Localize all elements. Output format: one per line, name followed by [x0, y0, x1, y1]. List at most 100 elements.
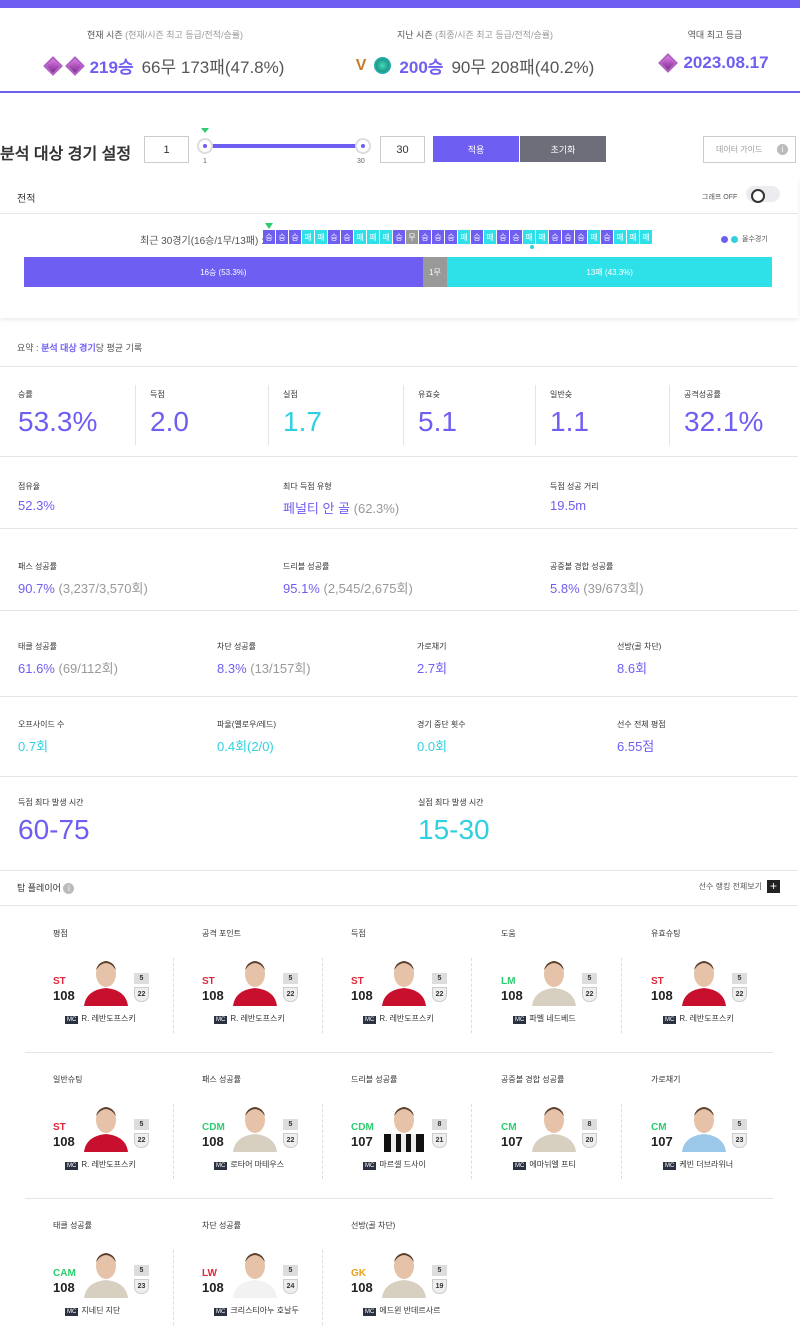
draw-bar: 1무 [422, 257, 448, 287]
legend-dot-icon [731, 236, 738, 243]
stat-detail: (69/112회) [54, 661, 118, 676]
stats-row-1: 승률 53.3% 득점 2.0 실점 1.7 유효슛 5.1 일반슛 1.1 공격성공률 32.1% [0, 366, 798, 456]
team-chemistry-icon: MC [363, 1162, 377, 1170]
player-grade-badge: 8 [582, 1119, 597, 1130]
player-ovr: 108 [202, 988, 224, 1003]
legend-dot-icon [721, 236, 728, 243]
top-player-card[interactable]: 태클 성공률 CAM 108 5 23 MC 지네딘 지단 [53, 1220, 203, 1330]
player-name-text: 에마뉘엘 프티 [529, 1160, 576, 1169]
stat-label: 오프사이드 수 [18, 720, 65, 729]
data-guide-button[interactable]: 데이터 가이드 i [703, 136, 796, 163]
stat-number: 1.7 [283, 406, 322, 437]
streak-result: 승 [601, 230, 613, 244]
top-player-card[interactable]: 선방(골 차단) GK 108 5 19 MC 에드윈 반데르사르 [351, 1220, 501, 1330]
top-player-card[interactable]: 드리블 성공률 CDM 107 8 21 MC 마르셀 드사이 [351, 1074, 501, 1184]
team-chemistry-icon: MC [65, 1016, 79, 1024]
player-portrait [379, 1100, 429, 1152]
player-portrait [529, 954, 579, 1006]
last-season-wins: 200승 [399, 58, 444, 77]
top-player-card[interactable]: 도움 LM 108 5 22 MC 파벨 네드베드 [501, 928, 651, 1038]
stat-value: 5.1 [418, 406, 457, 438]
recent-record-label: 최근 30경기(16승/1무/13패) : [140, 236, 264, 247]
stat-value: 61.6% (69/112회) [18, 658, 118, 677]
filter-to-input[interactable]: 30 [380, 136, 425, 163]
stat-cell: 점유율 52.3% [18, 481, 55, 513]
stat-value: 32.1% [684, 406, 763, 438]
rank-emerald-icon [374, 57, 392, 74]
player-position: ST [53, 1122, 66, 1133]
player-name: MC R. 레반도프스키 [363, 1013, 434, 1024]
player-position: GK [351, 1268, 366, 1279]
current-season-sub: (현재/시즌 최고 등급/전적/승률) [125, 30, 243, 40]
top-player-card[interactable]: 패스 성공률 CDM 108 5 22 MC 로타어 마테우스 [202, 1074, 352, 1184]
stat-number: 32.1% [684, 406, 764, 437]
slider-min-handle[interactable] [197, 138, 213, 154]
stat-number: 0.0회 [417, 739, 448, 754]
last-season-label: 지난 시즌 [397, 30, 433, 40]
top-player-card[interactable]: 가로채기 CM 107 5 23 MC 케빈 더브라위너 [651, 1074, 800, 1184]
stat-number: 5.1 [418, 406, 457, 437]
best-rank-date: 2023.08.17 [683, 53, 769, 72]
apply-button[interactable]: 적용 [433, 136, 519, 162]
filter-from-input[interactable]: 1 [144, 136, 189, 163]
view-all-ranking-link[interactable]: 선수 랭킹 전체보기 + [699, 880, 780, 893]
player-position: ST [651, 976, 664, 987]
player-ovr: 108 [651, 988, 673, 1003]
stat-cell: 득점 최다 발생 시간 60-75 [18, 797, 90, 846]
player-level-shield: 22 [134, 987, 149, 1002]
player-ovr: 107 [351, 1134, 373, 1149]
player-name: MC 크리스티아누 호날두 [214, 1305, 299, 1316]
top-player-category: 평점 [53, 929, 68, 938]
player-ovr: 108 [53, 988, 75, 1003]
player-level-shield: 22 [732, 987, 747, 1002]
graph-toggle[interactable] [746, 186, 780, 203]
team-chemistry-icon: MC [214, 1308, 228, 1316]
top-player-category: 패스 성공률 [202, 1075, 242, 1084]
player-portrait [379, 954, 429, 1006]
stat-value: 1.1 [550, 406, 589, 438]
player-name: MC 로타어 마테우스 [214, 1159, 284, 1170]
top-player-card[interactable]: 득점 ST 108 5 22 MC R. 레반도프스키 [351, 928, 501, 1038]
stat-number: 5.8% [550, 581, 580, 596]
team-chemistry-icon: MC [663, 1016, 677, 1024]
player-position: CDM [202, 1122, 225, 1133]
player-name-text: 케빈 더브라위너 [679, 1160, 734, 1169]
stat-cell: 공격성공률 32.1% [684, 389, 763, 438]
player-name-text: 로타어 마테우스 [230, 1160, 285, 1169]
stat-number: 0.7회 [18, 739, 49, 754]
stat-value: 60-75 [18, 814, 90, 846]
top-player-card[interactable]: 공중볼 경합 성공률 CM 107 8 20 MC 에마뉘엘 프티 [501, 1074, 651, 1184]
player-grade-badge: 5 [134, 1265, 149, 1276]
player-ovr: 108 [202, 1134, 224, 1149]
top-player-category: 득점 [351, 929, 366, 938]
slider-max-handle[interactable] [355, 138, 371, 154]
top-player-header: 탑 플레이어 i [17, 881, 75, 895]
player-grade-badge: 5 [582, 973, 597, 984]
top-player-card[interactable]: 일반슈팅 ST 108 5 22 MC R. 레반도프스키 [53, 1074, 203, 1184]
player-name-text: 크리스티아누 호날두 [230, 1306, 299, 1315]
player-level-shield: 22 [283, 1133, 298, 1148]
info-icon: i [777, 144, 788, 155]
player-portrait [230, 1246, 280, 1298]
player-portrait [529, 1100, 579, 1152]
stat-label: 태클 성공률 [18, 642, 58, 651]
streak-result: 패 [588, 230, 600, 244]
top-player-category: 유효슈팅 [651, 929, 681, 938]
player-ovr: 107 [501, 1134, 523, 1149]
team-chemistry-icon: MC [513, 1162, 527, 1170]
top-player-card[interactable]: 공격 포인트 ST 108 5 22 MC R. 레반도프스키 [202, 928, 352, 1038]
current-season: 현재 시즌 (현재/시즌 최고 등급/전적/승률) 219승 66무 173패(… [40, 28, 290, 78]
player-portrait [230, 1100, 280, 1152]
reset-button[interactable]: 초기화 [520, 136, 606, 162]
last-season-record: 90무 208패(40.2%) [451, 58, 595, 77]
top-player-card[interactable]: 차단 성공률 LW 108 5 24 MC 크리스티아누 호날두 [202, 1220, 352, 1330]
player-name-text: 지네딘 지단 [81, 1306, 121, 1315]
stat-cell: 가로채기 2.7회 [417, 641, 447, 677]
stat-label: 선방(골 차단) [617, 642, 662, 651]
top-player-category: 차단 성공률 [202, 1221, 242, 1230]
top-player-card[interactable]: 유효슈팅 ST 108 5 22 MC R. 레반도프스키 [651, 928, 800, 1038]
stat-label: 경기 중단 횟수 [417, 720, 466, 729]
player-position: LM [501, 976, 516, 987]
top-player-card[interactable]: 평점 ST 108 5 22 MC R. 레반도프스키 [53, 928, 203, 1038]
team-chemistry-icon: MC [363, 1016, 377, 1024]
